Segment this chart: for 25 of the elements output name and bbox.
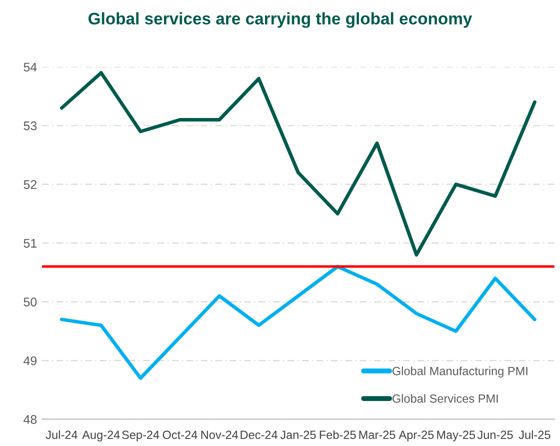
y-tick-label: 50: [24, 298, 37, 306]
x-tick-label: Mar-25: [359, 430, 396, 440]
y-tick-label: 53: [24, 121, 37, 130]
x-tick-label: Nov-24: [201, 430, 238, 440]
x-tick-label: Dec-24: [240, 430, 278, 440]
legend-label: Global Manufacturing PMI: [392, 366, 528, 378]
y-tick-label: 54: [24, 62, 37, 72]
x-tick-label: Sep-24: [122, 430, 160, 442]
y-tick-label: 51: [24, 239, 37, 248]
y-tick-label: 48: [24, 415, 37, 424]
y-tick-label: 52: [24, 180, 37, 189]
legend-label: Global Services PMI: [392, 394, 498, 403]
x-tick-label: Aug-24: [82, 430, 120, 442]
x-tick-label: Jul-25: [518, 430, 550, 440]
x-tick-label: Jun-25: [477, 430, 513, 440]
line-series: [60, 264, 536, 380]
chart-title: Global services are carrying the global economy: [88, 12, 472, 28]
x-tick-label: Jan-25: [280, 430, 316, 440]
y-tick-label: 49: [24, 356, 37, 366]
x-tick-label: May-25: [437, 430, 476, 442]
x-tick-label: Apr-25: [398, 430, 434, 442]
x-tick-label: Feb-25: [320, 430, 356, 440]
x-tick-label: Oct-24: [162, 430, 198, 440]
line-series: [60, 71, 536, 257]
x-tick-label: Jul-24: [46, 430, 78, 440]
